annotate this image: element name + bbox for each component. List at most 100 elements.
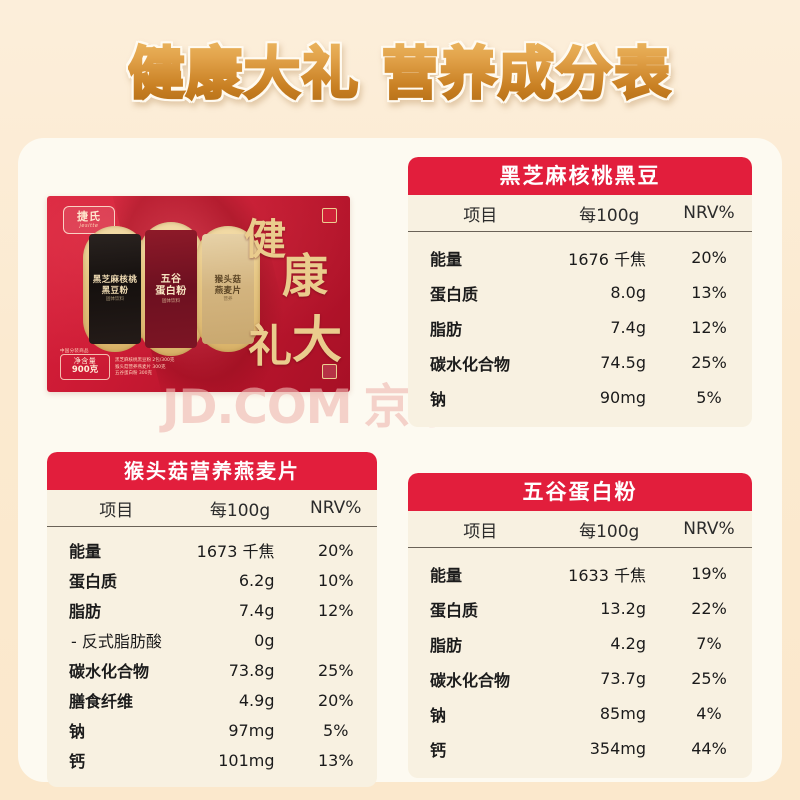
cell-item: 脂肪 [430, 635, 463, 655]
cell-value: 73.7g [600, 669, 646, 688]
cell-item: 碳水化合物 [430, 670, 511, 690]
col-header-item-0: 项目 [408, 195, 553, 232]
net-weight-value: 900克 [71, 365, 99, 376]
table-row: 碳水化合物 74.5g 25% [408, 345, 752, 380]
table-row: 钠 85mg 4% [408, 696, 752, 731]
table-body-0: 能量 1676 千焦 20% 蛋白质 8.0g 13% 脂肪 7.4g 12% 碳水化合物 74.5… [408, 232, 752, 416]
cell-nrv: 13% [691, 283, 727, 302]
calligraphy-kang: 康 [282, 249, 328, 303]
table-row: 蛋白质 13.2g 22% [408, 591, 752, 626]
cell-value: 4.9g [238, 690, 275, 710]
cell-item: 钠 [69, 722, 86, 741]
nutrition-grid-2: 项目 每100g NRV% 能量 1633 千焦 19% 蛋白质 13.2g 22% 脂肪 4… [408, 511, 752, 766]
box-tray-cutout: 黑芝麻核桃 黑豆粉 固体饮料 五谷 蛋白粉 固体饮料 猴头菇 燕麦片 营养 [83, 222, 260, 356]
brand-logo-cn: 捷氏 [77, 210, 101, 223]
product-gift-box-image: 捷氏 jesitte 黑芝麻核桃 黑豆粉 固体饮料 五谷 蛋白粉 固体饮料 猴头菇燕… [47, 196, 350, 392]
table-row: 脂肪 7.4g 12% [408, 310, 752, 345]
cell-nrv: 22% [691, 599, 727, 618]
net-weight-label: 净含量 [73, 357, 97, 366]
nutrition-grid-1: 项目 每100g NRV% 能量 1673 千焦 20% 蛋白质 6.2g 10% 脂肪 7.… [47, 490, 377, 775]
net-weight-badge: 净含量 900克 [60, 354, 110, 380]
cell-item: 碳水化合物 [69, 662, 150, 681]
table-bottom-padding-2 [408, 766, 752, 778]
cell-item: 蛋白质 [430, 600, 479, 620]
cell-value: 85mg [599, 704, 646, 723]
nutrition-table-grain-protein: 五谷蛋白粉 项目 每100g NRV% 能量 1633 千焦 19% 蛋白质 13.2g… [408, 473, 752, 778]
cell-value: 13.2g [600, 599, 646, 618]
nutrition-table-title-1: 猴头菇营养燕麦片 [47, 452, 377, 490]
cell-nrv: 7% [696, 634, 722, 653]
cell-value: 7.4g [238, 600, 275, 620]
cell-item: 碳水化合物 [430, 354, 511, 374]
col-header-item-2: 项目 [408, 511, 553, 548]
cell-value: 4.2g [610, 634, 646, 653]
page-title-main: 健康大礼 [127, 40, 360, 108]
cell-item: 蛋白质 [69, 572, 118, 591]
table-row: 蛋白质 6.2g 10% [47, 565, 377, 595]
page-title: 健康大礼 营养成分表 [0, 26, 800, 112]
cell-nrv [294, 625, 377, 655]
table-row: 脂肪 7.4g 12% [47, 595, 377, 625]
cell-nrv: 4% [696, 704, 722, 723]
table-header-row: 项目 每100g NRV% [47, 490, 377, 527]
col-header-item-1: 项目 [47, 490, 186, 527]
table-row: 钙 354mg 44% [408, 731, 752, 766]
cell-nrv: 12% [317, 600, 354, 620]
cell-value: 1673 千焦 [196, 542, 275, 561]
cell-item: - 反式脂肪酸 [71, 632, 162, 651]
cell-value: 6.2g [238, 570, 275, 590]
table-row: 膳食纤维 4.9g 20% [47, 685, 377, 715]
cell-nrv: 19% [691, 564, 727, 583]
nutrition-table-title-2: 五谷蛋白粉 [408, 473, 752, 511]
table-body-1: 能量 1673 千焦 20% 蛋白质 6.2g 10% 脂肪 7.4g 12% - 反式脂肪酸 0g… [47, 527, 377, 776]
col-header-value-1: 每100g [185, 490, 295, 527]
cell-value: 97mg [228, 720, 275, 740]
cell-value: 8.0g [610, 283, 646, 302]
col-header-nrv-2: NRV% [665, 511, 752, 548]
cell-item: 蛋白质 [430, 284, 479, 304]
cell-nrv: 5% [323, 720, 349, 740]
table-bottom-padding-0 [408, 415, 752, 427]
cell-nrv: 44% [691, 739, 727, 758]
table-row: 能量 1676 千焦 20% [408, 232, 752, 276]
col-header-nrv-1: NRV% [294, 490, 377, 527]
table-row: 钠 90mg 5% [408, 380, 752, 415]
table-row: 脂肪 4.2g 7% [408, 626, 752, 661]
cell-item: 脂肪 [430, 319, 463, 339]
cell-nrv: 25% [317, 660, 354, 680]
cell-nrv: 20% [317, 540, 354, 560]
table-row: 钠 97mg 5% [47, 715, 377, 745]
cell-nrv: 13% [317, 750, 354, 770]
cell-item: 钠 [430, 705, 447, 725]
cell-value: 74.5g [600, 353, 646, 372]
cell-item: 能量 [430, 565, 463, 585]
nutrition-grid-0: 项目 每100g NRV% 能量 1676 千焦 20% 蛋白质 8.0g 13% 脂肪 7.… [408, 195, 752, 415]
cell-nrv: 10% [317, 570, 354, 590]
nutrition-table-black-sesame: 黑芝麻核桃黑豆 项目 每100g NRV% 能量 1676 千焦 20% 蛋白质 8.0… [408, 157, 752, 427]
canister-sublabel-3: 营养 [223, 297, 233, 303]
table-row: - 反式脂肪酸 0g [47, 625, 377, 655]
table-row: 蛋白质 8.0g 13% [408, 275, 752, 310]
cell-value: 73.8g [228, 660, 275, 680]
col-header-value-2: 每100g [552, 511, 666, 548]
table-row: 钙 101mg 13% [47, 745, 377, 775]
brand-logo-en: jesitte [79, 223, 99, 229]
canister-grain-protein: 五谷 蛋白粉 固体饮料 [145, 230, 197, 348]
seal-stamp-bottom-icon [322, 364, 337, 379]
cell-item: 钠 [430, 389, 447, 409]
cell-item: 能量 [430, 249, 463, 269]
col-header-nrv-0: NRV% [665, 195, 752, 232]
nutrition-table-hericium-oat: 猴头菇营养燕麦片 项目 每100g NRV% 能量 1673 千焦 20% 蛋白质 6.… [47, 452, 377, 787]
cell-item: 膳食纤维 [69, 692, 134, 711]
cell-value: 101mg [218, 750, 275, 770]
table-row: 能量 1673 千焦 20% [47, 527, 377, 566]
cell-value: 1633 千焦 [568, 565, 646, 585]
calligraphy-da: 大 [292, 310, 342, 369]
seal-stamp-top-icon [322, 208, 337, 223]
cell-nrv: 20% [691, 248, 727, 267]
canister-sublabel-2: 固体饮料 [162, 298, 180, 304]
cell-nrv: 12% [691, 318, 727, 337]
canister-label-1: 黑芝麻核桃 黑豆粉 [92, 275, 138, 296]
net-weight-note: 中国分装商品 [60, 349, 89, 354]
